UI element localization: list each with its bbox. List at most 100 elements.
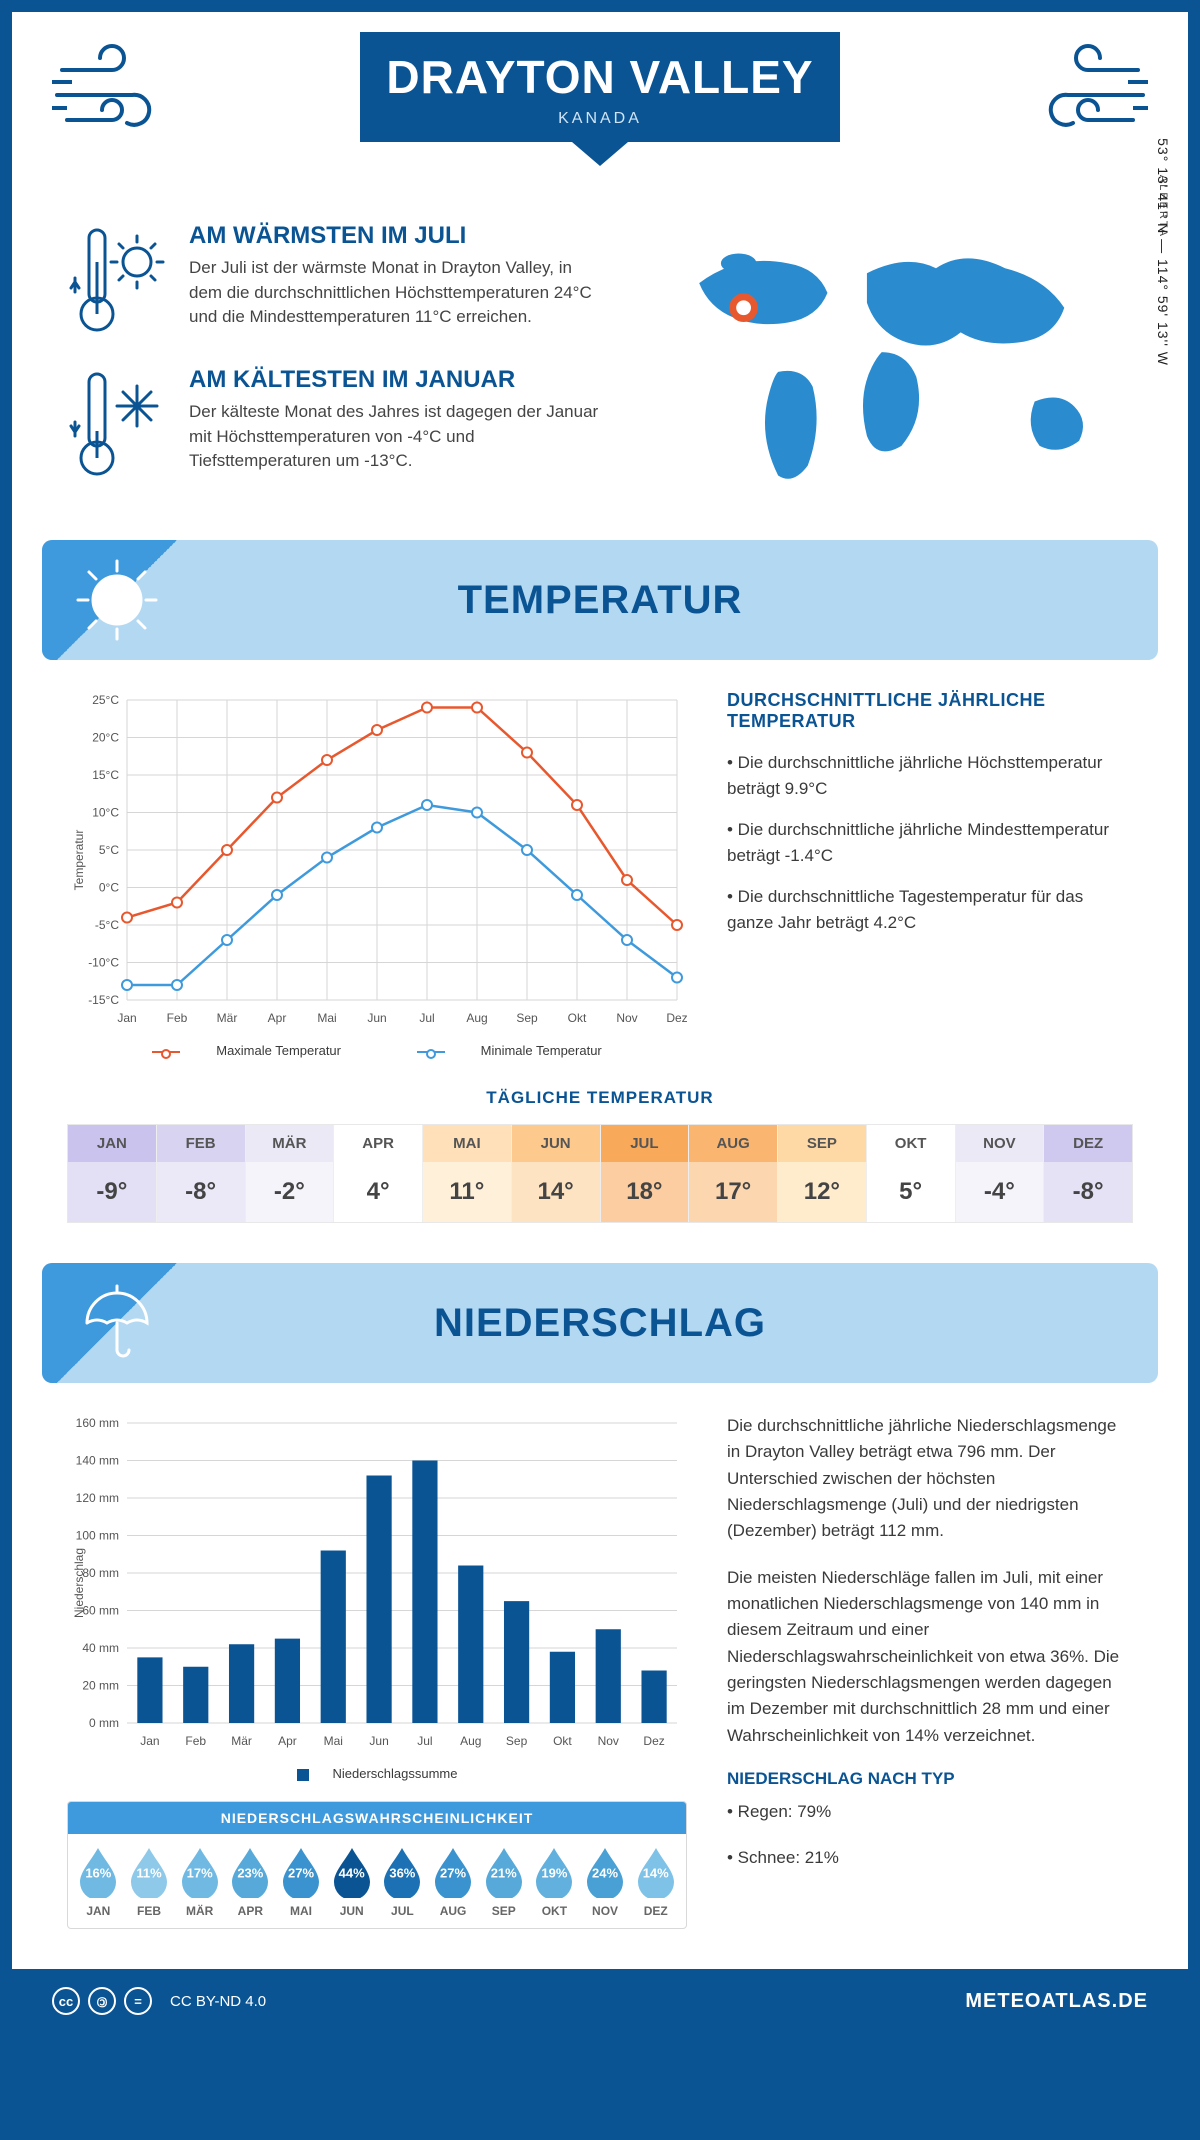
raindrop-icon: 27% xyxy=(431,1846,475,1898)
raindrop-icon: 19% xyxy=(532,1846,576,1898)
svg-text:Sep: Sep xyxy=(506,1734,528,1748)
daily-value: -2° xyxy=(246,1162,334,1222)
daily-month: MAI xyxy=(423,1125,511,1162)
prob-month: JUN xyxy=(327,1904,376,1918)
precip-para: Die durchschnittliche jährliche Niedersc… xyxy=(727,1413,1133,1545)
prob-value: 27% xyxy=(288,1866,314,1881)
daily-cell: AUG 17° xyxy=(689,1125,778,1222)
by-type-item: • Schnee: 21% xyxy=(727,1845,1133,1871)
daily-temp-table: JAN -9° FEB -8° MÄR -2° APR 4° MAI 11° J… xyxy=(67,1124,1133,1223)
raindrop-icon: 21% xyxy=(482,1846,526,1898)
page: DRAYTON VALLEY KANADA xyxy=(12,12,1188,2033)
svg-text:Jun: Jun xyxy=(367,1011,386,1025)
raindrop-icon: 24% xyxy=(583,1846,627,1898)
daily-cell: JAN -9° xyxy=(68,1125,157,1222)
temperature-summary: DURCHSCHNITTLICHE JÄHRLICHE TEMPERATUR •… xyxy=(727,690,1133,1058)
precipitation-chart: 0 mm20 mm40 mm60 mm80 mm100 mm120 mm140 … xyxy=(67,1413,687,1753)
raindrop-icon: 23% xyxy=(228,1846,272,1898)
prob-month: MÄR xyxy=(175,1904,224,1918)
by-icon: 🄯 xyxy=(88,1987,116,2015)
prob-month: DEZ xyxy=(631,1904,680,1918)
raindrop-icon: 17% xyxy=(178,1846,222,1898)
svg-text:Mär: Mär xyxy=(231,1734,252,1748)
svg-text:Temperatur: Temperatur xyxy=(72,830,86,891)
svg-text:Jan: Jan xyxy=(117,1011,136,1025)
chart-legend: Niederschlagssumme xyxy=(67,1766,687,1781)
section-title: NIEDERSCHLAG xyxy=(192,1301,1158,1346)
prob-cell: 27% AUG xyxy=(429,1846,478,1918)
daily-value: 5° xyxy=(867,1162,955,1222)
svg-text:Niederschlag: Niederschlag xyxy=(72,1548,86,1618)
nd-icon: = xyxy=(124,1987,152,2015)
daily-month: MÄR xyxy=(246,1125,334,1162)
prob-month: APR xyxy=(226,1904,275,1918)
raindrop-icon: 44% xyxy=(330,1846,374,1898)
summary-title: DURCHSCHNITTLICHE JÄHRLICHE TEMPERATUR xyxy=(727,690,1133,732)
sun-icon xyxy=(42,540,192,660)
warmest-block: AM WÄRMSTEN IM JULI Der Juli ist der wär… xyxy=(67,222,610,342)
probability-box: NIEDERSCHLAGSWAHRSCHEINLICHKEIT 16% JAN … xyxy=(67,1801,687,1929)
svg-text:Jun: Jun xyxy=(369,1734,388,1748)
daily-cell: APR 4° xyxy=(334,1125,423,1222)
prob-month: JUL xyxy=(378,1904,427,1918)
coldest-title: AM KÄLTESTEN IM JANUAR xyxy=(189,366,609,394)
cc-icon: cc xyxy=(52,1987,80,2015)
daily-cell: FEB -8° xyxy=(157,1125,246,1222)
prob-cell: 44% JUN xyxy=(327,1846,376,1918)
daily-cell: NOV -4° xyxy=(956,1125,1045,1222)
svg-text:Apr: Apr xyxy=(278,1734,297,1748)
wind-icon xyxy=(1018,40,1148,150)
svg-text:Aug: Aug xyxy=(466,1011,487,1025)
daily-month: JUL xyxy=(601,1125,689,1162)
prob-month: OKT xyxy=(530,1904,579,1918)
prob-value: 24% xyxy=(592,1866,618,1881)
prob-value: 44% xyxy=(339,1866,365,1881)
bullet: • Die durchschnittliche jährliche Mindes… xyxy=(727,817,1133,868)
daily-cell: JUL 18° xyxy=(601,1125,690,1222)
raindrop-icon: 27% xyxy=(279,1846,323,1898)
wind-icon xyxy=(52,40,182,150)
bullet: • Die durchschnittliche Tagestemperatur … xyxy=(727,884,1133,935)
page-subtitle: KANADA xyxy=(370,110,830,128)
daily-month: SEP xyxy=(778,1125,866,1162)
svg-text:Feb: Feb xyxy=(185,1734,206,1748)
svg-text:Apr: Apr xyxy=(268,1011,287,1025)
svg-text:Feb: Feb xyxy=(167,1011,188,1025)
svg-text:140 mm: 140 mm xyxy=(76,1454,119,1468)
svg-text:Mär: Mär xyxy=(217,1011,238,1025)
legend-label: Niederschlagssumme xyxy=(333,1766,458,1781)
daily-month: AUG xyxy=(689,1125,777,1162)
prob-cell: 17% MÄR xyxy=(175,1846,224,1918)
precip-left: 0 mm20 mm40 mm60 mm80 mm100 mm120 mm140 … xyxy=(67,1413,687,1929)
prob-cell: 19% OKT xyxy=(530,1846,579,1918)
daily-cell: SEP 12° xyxy=(778,1125,867,1222)
svg-text:Okt: Okt xyxy=(553,1734,572,1748)
svg-text:Dez: Dez xyxy=(666,1011,687,1025)
probability-row: 16% JAN 11% FEB 17% MÄR 23% APR xyxy=(68,1834,686,1928)
daily-month: DEZ xyxy=(1044,1125,1132,1162)
bullet: • Die durchschnittliche jährliche Höchst… xyxy=(727,750,1133,801)
prob-cell: 24% NOV xyxy=(581,1846,630,1918)
prob-value: 14% xyxy=(643,1866,669,1881)
prob-value: 17% xyxy=(187,1866,213,1881)
page-title: DRAYTON VALLEY xyxy=(370,50,830,104)
daily-value: -8° xyxy=(157,1162,245,1222)
legend-max: Maximale Temperatur xyxy=(216,1043,341,1058)
coordinates: 53° 13' 41'' N — 114° 59' 13'' W xyxy=(1155,138,1171,366)
daily-value: 14° xyxy=(512,1162,600,1222)
daily-cell: DEZ -8° xyxy=(1044,1125,1132,1222)
temperature-body: -15°C-10°C-5°C0°C5°C10°C15°C20°C25°CJanF… xyxy=(12,660,1188,1078)
svg-text:Sep: Sep xyxy=(516,1011,538,1025)
site-name: METEOATLAS.DE xyxy=(965,1990,1148,2013)
svg-text:Mai: Mai xyxy=(324,1734,343,1748)
daily-month: OKT xyxy=(867,1125,955,1162)
section-head-temperature: TEMPERATUR xyxy=(42,540,1158,660)
daily-month: APR xyxy=(334,1125,422,1162)
thermometer-cold-icon xyxy=(67,366,167,486)
svg-text:Jul: Jul xyxy=(417,1734,432,1748)
prob-value: 36% xyxy=(389,1866,415,1881)
precip-text: Die durchschnittliche jährliche Niedersc… xyxy=(727,1413,1133,1929)
header: DRAYTON VALLEY KANADA xyxy=(12,12,1188,212)
svg-text:Nov: Nov xyxy=(598,1734,619,1748)
daily-value: 12° xyxy=(778,1162,866,1222)
